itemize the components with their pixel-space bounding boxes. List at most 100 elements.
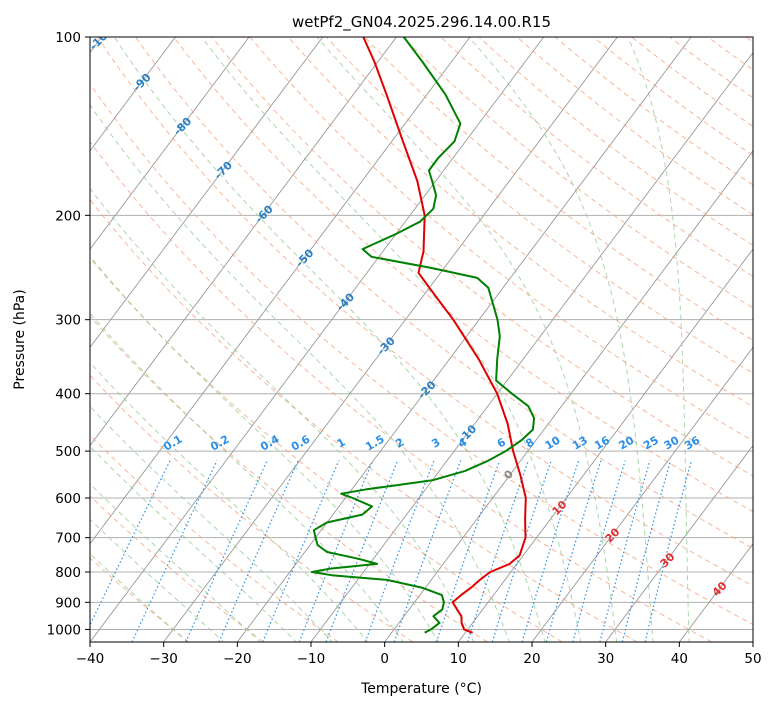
- y-tick-label: 700: [55, 531, 81, 547]
- mixing-ratio-line: [185, 460, 268, 642]
- dry-adiabat-line: [249, 37, 753, 442]
- label-layer: 0.1 0.2 0.4 0.6 1 1.5 2 3 4 6 8 10 13 16 20 25 30 36-100-…: [87, 24, 730, 599]
- x-tick-label: 20: [523, 651, 540, 667]
- mixing-ratio-line: [298, 460, 374, 642]
- isotherm-line: [678, 543, 753, 642]
- dry-adiabat-line: [287, 37, 753, 408]
- dry-adiabat-label: 20: [603, 525, 623, 545]
- isotherm-line: [90, 37, 545, 642]
- moist-adiabat-line: [113, 37, 546, 642]
- mixing-ratio-line: [621, 460, 672, 642]
- mixing-ratio-label: 0.2: [208, 433, 231, 454]
- moist-adiabat-line: [90, 445, 298, 642]
- isotherm-line: [310, 51, 753, 642]
- moist-adiabat-line: [627, 37, 690, 642]
- dry-adiabat-label: 30: [658, 550, 678, 570]
- dry-adiabat-line: [135, 37, 753, 550]
- dry-adiabat-line: [440, 37, 753, 278]
- dry-adiabat-line: [402, 37, 753, 309]
- dry-adiabat-line: [90, 198, 638, 642]
- mixing-ratio-line: [90, 460, 171, 627]
- x-tick-label: 50: [744, 651, 761, 667]
- y-tick-label: 500: [55, 444, 81, 460]
- isotherm-line: [163, 37, 618, 642]
- mixing-ratio-line: [393, 460, 462, 642]
- y-tick-label: 200: [55, 208, 81, 224]
- moist-adiabat-label: -90: [130, 71, 153, 94]
- x-tick-label: −20: [223, 651, 252, 667]
- mixing-ratio-label: 1: [335, 436, 348, 451]
- moist-adiabat-label: -100: [87, 24, 116, 53]
- x-tick-label: −10: [297, 651, 326, 667]
- plot-frame: [89, 36, 754, 643]
- moist-adiabat-line: [90, 187, 475, 642]
- mixing-ratio-label: 3: [429, 436, 442, 451]
- dry-adiabat-line: [90, 257, 563, 642]
- moist-adiabat-line: [468, 37, 654, 642]
- mixing-ratio-label: 10: [543, 433, 563, 452]
- temperature-profile-line: [362, 37, 527, 634]
- dry-adiabat-line: [90, 83, 753, 625]
- dry-adiabat-line: [211, 37, 753, 477]
- dry-adiabat-line: [96, 37, 753, 587]
- moist-adiabat-line: [90, 255, 440, 642]
- dry-adiabat-line: [90, 374, 414, 642]
- isotherm-line: [90, 37, 324, 349]
- x-tick-label: 30: [597, 651, 614, 667]
- grid-layer: [90, 37, 753, 642]
- dry-adiabat-label: 40: [710, 579, 730, 599]
- isotherm-line: [752, 641, 753, 642]
- mixing-ratio-line: [521, 460, 580, 642]
- y-tick-label: 800: [55, 565, 81, 581]
- x-tick-label: 0: [380, 651, 389, 667]
- dry-adiabat-line: [325, 37, 753, 374]
- dry-adiabat-line: [516, 37, 753, 216]
- mixing-ratio-line: [572, 460, 626, 642]
- moist-adiabat-label: -70: [212, 158, 235, 181]
- x-tick-label: 40: [671, 651, 688, 667]
- y-tick-label: 300: [55, 313, 81, 329]
- x-tick-label: −40: [76, 651, 105, 667]
- chart-title: wetPf2_GN04.2025.296.14.00.R15: [292, 13, 551, 32]
- mixing-ratio-label: 20: [616, 433, 636, 452]
- isotherm-line: [90, 37, 250, 250]
- moist-adiabat-line: [90, 361, 369, 642]
- mixing-ratio-line: [364, 460, 435, 642]
- moist-adiabat-label: -20: [415, 378, 438, 401]
- x-tick-label: −30: [149, 651, 178, 667]
- y-tick-label: 600: [55, 491, 81, 507]
- moist-adiabat-label: -50: [293, 246, 316, 269]
- isotherm-line: [236, 37, 692, 642]
- mixing-ratio-line: [466, 460, 529, 642]
- x-tick-label: 10: [450, 651, 467, 667]
- dry-adiabat-line: [707, 37, 753, 71]
- mixing-ratio-line: [262, 460, 340, 642]
- moist-adiabat-line: [90, 553, 189, 642]
- dry-adiabat-line: [593, 37, 753, 157]
- mixing-ratio-label: 16: [592, 433, 612, 452]
- dry-adiabat-line: [90, 315, 488, 642]
- dry-adiabat-line: [90, 434, 339, 642]
- moist-adiabat-line: [200, 37, 582, 642]
- moist-adiabat-label: -60: [253, 202, 276, 225]
- isotherm-line: [90, 37, 176, 152]
- mixing-ratio-line: [218, 460, 299, 642]
- moist-adiabat-label: -80: [171, 115, 194, 138]
- dry-adiabat-line: [478, 37, 753, 247]
- mixing-ratio-label: 30: [662, 433, 682, 452]
- mixing-ratio-line: [435, 460, 501, 642]
- isotherm-line: [531, 346, 753, 642]
- y-tick-label: 100: [55, 30, 81, 46]
- isotherm-line: [605, 444, 753, 642]
- mixing-ratio-label: 1.5: [363, 433, 386, 454]
- moist-adiabat-line: [90, 104, 510, 642]
- moist-adiabat-line: [90, 312, 404, 642]
- moist-adiabat-line: [90, 483, 261, 642]
- dry-adiabat-label: 10: [550, 498, 570, 518]
- dry-adiabat-line: [745, 37, 753, 43]
- moist-adiabat-line: [90, 518, 225, 642]
- mixing-ratio-line: [131, 460, 218, 642]
- mixing-ratio-line: [325, 460, 399, 642]
- y-tick-label: 900: [55, 595, 81, 611]
